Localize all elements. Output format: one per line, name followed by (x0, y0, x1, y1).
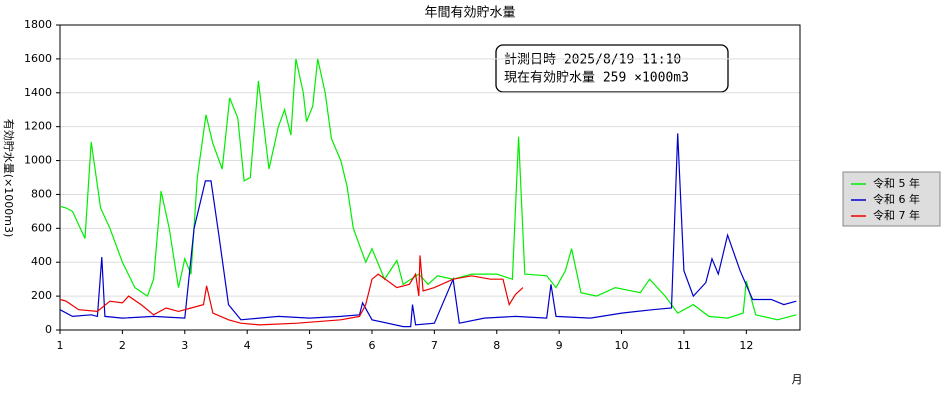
y-tick-label: 1200 (24, 120, 52, 133)
line-series (59, 133, 797, 328)
annotation-box (495, 44, 729, 93)
y-tick-label: 600 (31, 221, 52, 234)
x-tick-label: 6 (368, 339, 375, 352)
y-tick-label: 800 (31, 187, 52, 200)
plot-frame (59, 24, 801, 331)
x-tick-label: 4 (244, 339, 251, 352)
x-tick-label: 11 (677, 339, 691, 352)
annotation: 現在有効貯水量 259 ×1000m3 (504, 71, 689, 86)
line-series (59, 58, 797, 321)
y-tick-label: 400 (31, 255, 52, 268)
legend-box (842, 171, 941, 227)
legend-label: 令和 7 年 (873, 208, 920, 222)
x-tick-label: 12 (739, 339, 753, 352)
y-tick-label: 1600 (24, 52, 52, 65)
y-tick-label: 1000 (24, 154, 52, 167)
x-tick-label: 3 (181, 339, 188, 352)
x-tick-label: 1 (57, 339, 64, 352)
y-tick-label: 200 (31, 289, 52, 302)
legend-label: 令和 6 年 (873, 192, 920, 206)
x-tick-label: 7 (431, 339, 438, 352)
x-axis-label: 月 (792, 373, 803, 386)
annotation: 計測日時 2025/8/19 11:10 (504, 52, 681, 68)
y-tick-label: 1800 (24, 18, 52, 31)
line-series (59, 255, 524, 326)
y-axis-label: 有効貯水量(×1000m3) (2, 119, 16, 238)
x-tick-label: 10 (615, 339, 629, 352)
x-tick-label: 5 (306, 339, 313, 352)
x-tick-label: 9 (556, 339, 563, 352)
x-tick-label: 8 (493, 339, 500, 352)
x-tick-label: 2 (119, 339, 126, 352)
y-tick-label: 1400 (24, 86, 52, 99)
y-tick-label: 0 (45, 323, 52, 336)
legend-label: 令和 5 年 (873, 176, 920, 190)
chart-title: 年間有効貯水量 (424, 6, 515, 21)
